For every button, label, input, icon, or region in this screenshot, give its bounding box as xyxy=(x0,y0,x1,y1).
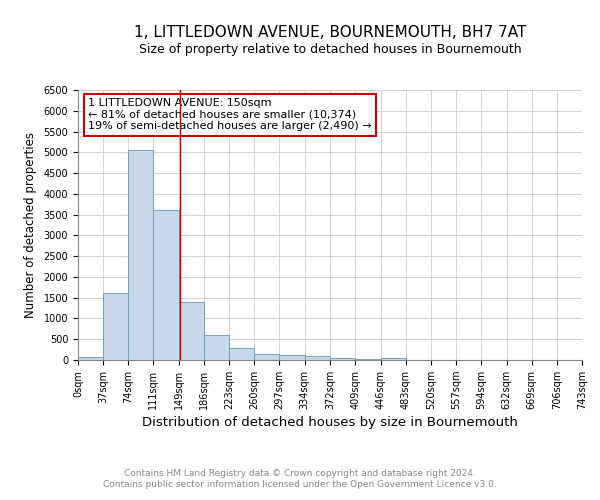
Bar xyxy=(103,292,128,360)
Bar xyxy=(331,358,355,360)
Y-axis label: Number of detached properties: Number of detached properties xyxy=(23,132,37,318)
Bar xyxy=(280,355,305,360)
X-axis label: Distribution of detached houses by size in Bournemouth: Distribution of detached houses by size … xyxy=(142,416,518,429)
Bar xyxy=(229,348,254,360)
Text: 1, LITTLEDOWN AVENUE, BOURNEMOUTH, BH7 7AT: 1, LITTLEDOWN AVENUE, BOURNEMOUTH, BH7 7… xyxy=(134,25,526,40)
Text: Contains HM Land Registry data © Crown copyright and database right 2024.: Contains HM Land Registry data © Crown c… xyxy=(124,468,476,477)
Bar xyxy=(78,357,103,360)
Bar xyxy=(305,356,331,360)
Bar xyxy=(355,359,380,360)
Bar xyxy=(254,354,280,360)
Bar xyxy=(380,358,406,360)
Bar xyxy=(179,302,204,360)
Bar xyxy=(204,334,229,360)
Text: Size of property relative to detached houses in Bournemouth: Size of property relative to detached ho… xyxy=(139,42,521,56)
Bar xyxy=(153,210,179,360)
Bar xyxy=(128,150,153,360)
Text: Contains public sector information licensed under the Open Government Licence v3: Contains public sector information licen… xyxy=(103,480,497,489)
Text: 1 LITTLEDOWN AVENUE: 150sqm
← 81% of detached houses are smaller (10,374)
19% of: 1 LITTLEDOWN AVENUE: 150sqm ← 81% of det… xyxy=(88,98,372,132)
